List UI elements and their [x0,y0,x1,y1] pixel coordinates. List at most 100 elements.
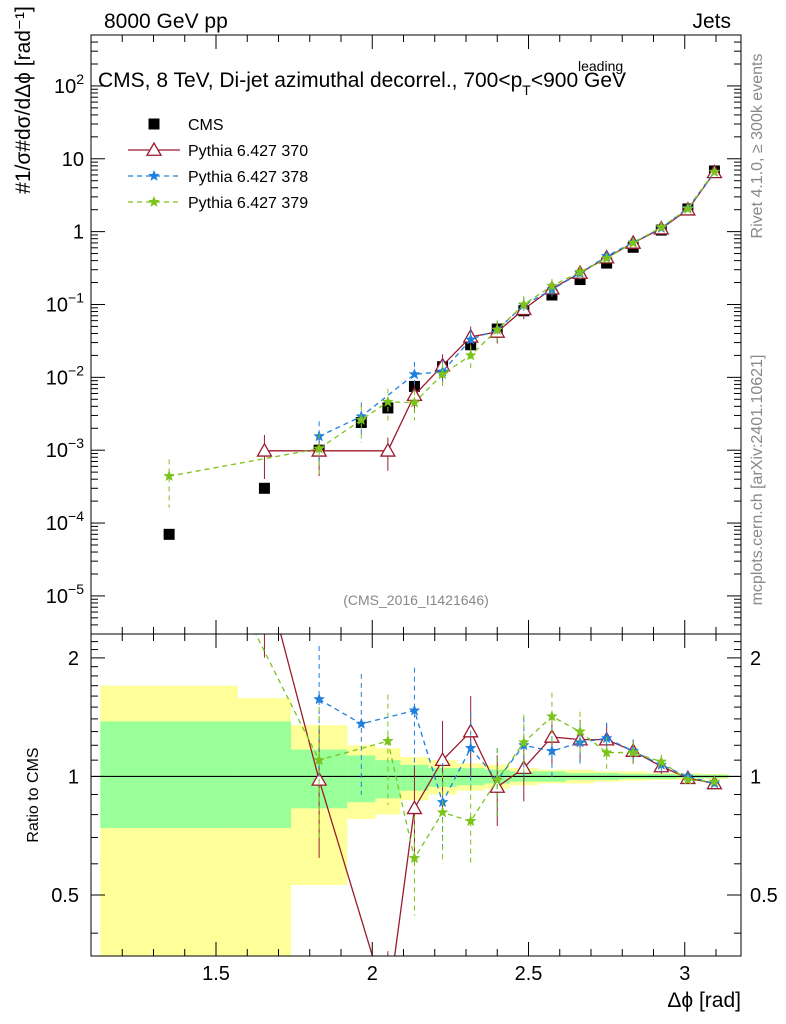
data-point [546,279,558,291]
ratio-point [464,814,477,827]
data-point [408,368,421,380]
legend-label: Pythia 6.427 379 [188,195,308,212]
x-tick-label: 2.5 [515,963,543,985]
ratio-point [491,773,504,786]
ratio-point [381,734,394,747]
data-point [436,368,449,380]
ratio-plot-frame [90,633,742,957]
data-point [655,220,668,233]
ratio-point [257,565,271,577]
ratio-point [546,710,558,722]
data-point [574,265,586,278]
data-point [163,528,175,540]
x-tick-label: 3 [679,963,690,985]
series-3 [163,165,721,508]
ratio-point [681,773,694,785]
y-tick-label: 102 [54,71,84,98]
ratio-point [406,800,423,815]
ratio-point [408,851,421,864]
data-point [491,323,504,335]
data-point [708,165,721,178]
plot-title-main: CMS, 8 TeV, Di-jet azimuthal decorrel., … [98,69,522,92]
ratio-point [574,725,586,737]
rivet-version-label: Rivet 4.1.0, ≥ 300k events [749,54,766,239]
legend-marker [145,141,163,156]
legend-item: CMS [148,117,224,134]
ratio-series-2 [313,645,721,854]
series-line [169,171,715,477]
data-point [313,442,326,454]
data-point [464,333,477,345]
data-point [627,236,640,248]
legend-marker [148,169,160,181]
ratio-y-tick-label: 2 [68,648,79,670]
data-point [517,298,530,310]
plot-title-sub: T [522,82,531,98]
ratio-point [655,755,668,767]
x-axis-label: Δϕ [rad] [667,989,741,1012]
legend-marker [148,118,160,130]
y-tick-label: 1 [73,222,84,244]
ratio-point [708,775,721,787]
mcplots-label: mcplots.cern.ch [arXiv:2401.10621] [749,355,766,606]
legend: CMS Pythia 6.427 370 Pythia 6.427 378 Pythi… [128,117,308,212]
data-point [379,442,396,457]
ratio-y-tick-label: 1 [68,766,79,788]
legend-label: Pythia 6.427 378 [188,169,308,186]
ratio-point [517,736,530,748]
ratio-series-3 [255,634,721,916]
data-point [258,482,270,494]
ratio-point [408,704,421,716]
y-axis-label-main: #1/σ#dσ/dΔϕ [rad⁻¹] [12,6,35,194]
ratio-point [464,741,477,754]
plot-title: CMS, 8 TeV, Di-jet azimuthal decorrel., … [98,69,626,98]
legend-item: Pythia 6.427 378 [128,169,308,186]
ratio-y-tick-label-right: 1 [750,766,761,788]
legend-item: Pythia 6.427 379 [128,195,308,212]
data-point [681,202,694,214]
ratio-point [436,806,449,818]
band-stat [100,721,238,828]
y-axis-label-ratio: Ratio to CMS [25,747,42,842]
ratio-point [313,753,326,766]
ratio-point [627,746,640,758]
plot-title-end: <900 GeV [531,69,626,92]
y-tick-label: 10−1 [46,289,84,316]
ratio-line [318,698,715,804]
header-right-label: Jets [692,10,731,33]
series-0 [163,165,720,540]
y-tick-label: 10−2 [46,362,84,389]
ratio-point [546,744,558,757]
ratio-y-tick-label-right: 2 [750,648,761,670]
data-point [381,395,394,407]
y-tick-label: 10−4 [46,508,84,535]
ratio-point [381,1000,395,1012]
ratio-y-tick-label: 0.5 [51,885,79,907]
x-tick-label: 2 [367,963,378,985]
data-point [600,252,613,264]
data-point [464,349,477,361]
data-point [355,413,368,425]
legend-item: Pythia 6.427 370 [128,141,308,160]
y-tick-label: 10 [62,149,84,171]
legend-label: Pythia 6.427 370 [188,143,308,160]
ratio-point [313,693,326,705]
y-tick-label: 10−3 [46,435,84,462]
data-point [574,274,586,286]
y-tick-label: 10−5 [46,581,84,608]
series-line [264,172,715,452]
main-panel: 10−5 10−4 10−3 10−2 10−1 1 10 102 CMS, 8 TeV, D… [12,6,742,635]
series-line [318,171,715,437]
legend-label: CMS [188,117,224,134]
ratio-y-tick-label-right: 0.5 [750,885,778,907]
header-left-label: 8000 GeV pp [104,10,228,33]
ratio-point [355,717,368,729]
data-point [163,469,176,482]
data-point [408,396,421,408]
plot-title-superscript: leading [578,58,623,74]
analysis-label: (CMS_2016_I1421646) [343,592,489,608]
ratio-panel: 0.5 0.5 1 1 2 2 1.5 2 2.5 3 Ratio to CMS Δϕ [rad… [25,565,778,1012]
data-point [256,442,273,457]
legend-marker [148,195,160,207]
